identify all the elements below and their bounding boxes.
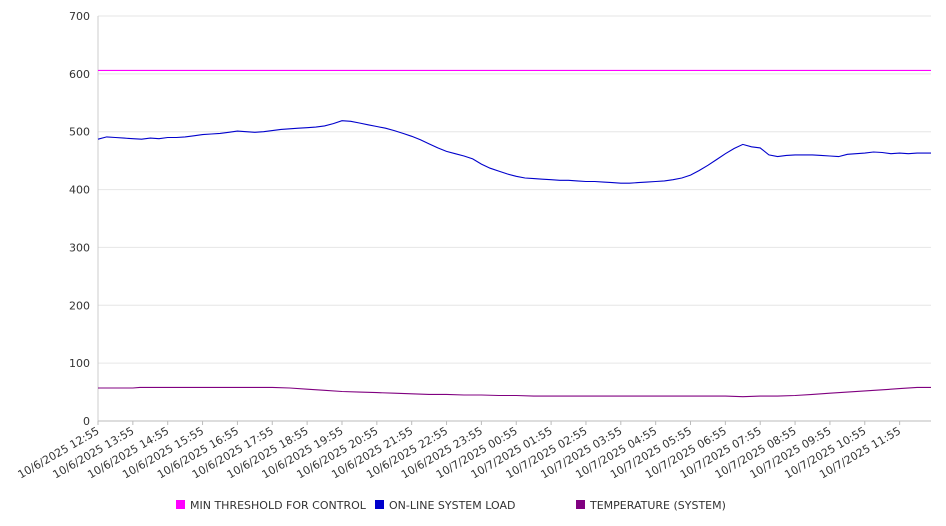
y-tick-label: 600 [69, 68, 90, 81]
legend-swatch [576, 500, 585, 509]
y-tick-label: 100 [69, 357, 90, 370]
gridlines [98, 15, 931, 364]
legend-swatch [375, 500, 384, 509]
y-tick-label: 200 [69, 299, 90, 312]
y-tick-label: 300 [69, 241, 90, 254]
series-line-2 [97, 120, 931, 184]
series-line-3 [98, 386, 931, 398]
legend-label: MIN THRESHOLD FOR CONTROL [190, 499, 367, 512]
y-tick-label: 500 [69, 126, 90, 139]
y-tick-label: 700 [69, 10, 90, 23]
legend-label: TEMPERATURE (SYSTEM) [589, 499, 726, 512]
y-tick-label: 400 [69, 184, 90, 197]
legend: MIN THRESHOLD FOR CONTROL ON-LINE SYSTEM … [176, 499, 726, 512]
y-tick-label: 0 [83, 415, 90, 428]
series-lines [97, 69, 931, 398]
legend-swatch [176, 500, 185, 509]
y-axis-ticks: 0 100 200 300 400 500 600 700 [69, 10, 90, 428]
axes [97, 16, 931, 422]
legend-label: ON-LINE SYSTEM LOAD [389, 499, 515, 512]
